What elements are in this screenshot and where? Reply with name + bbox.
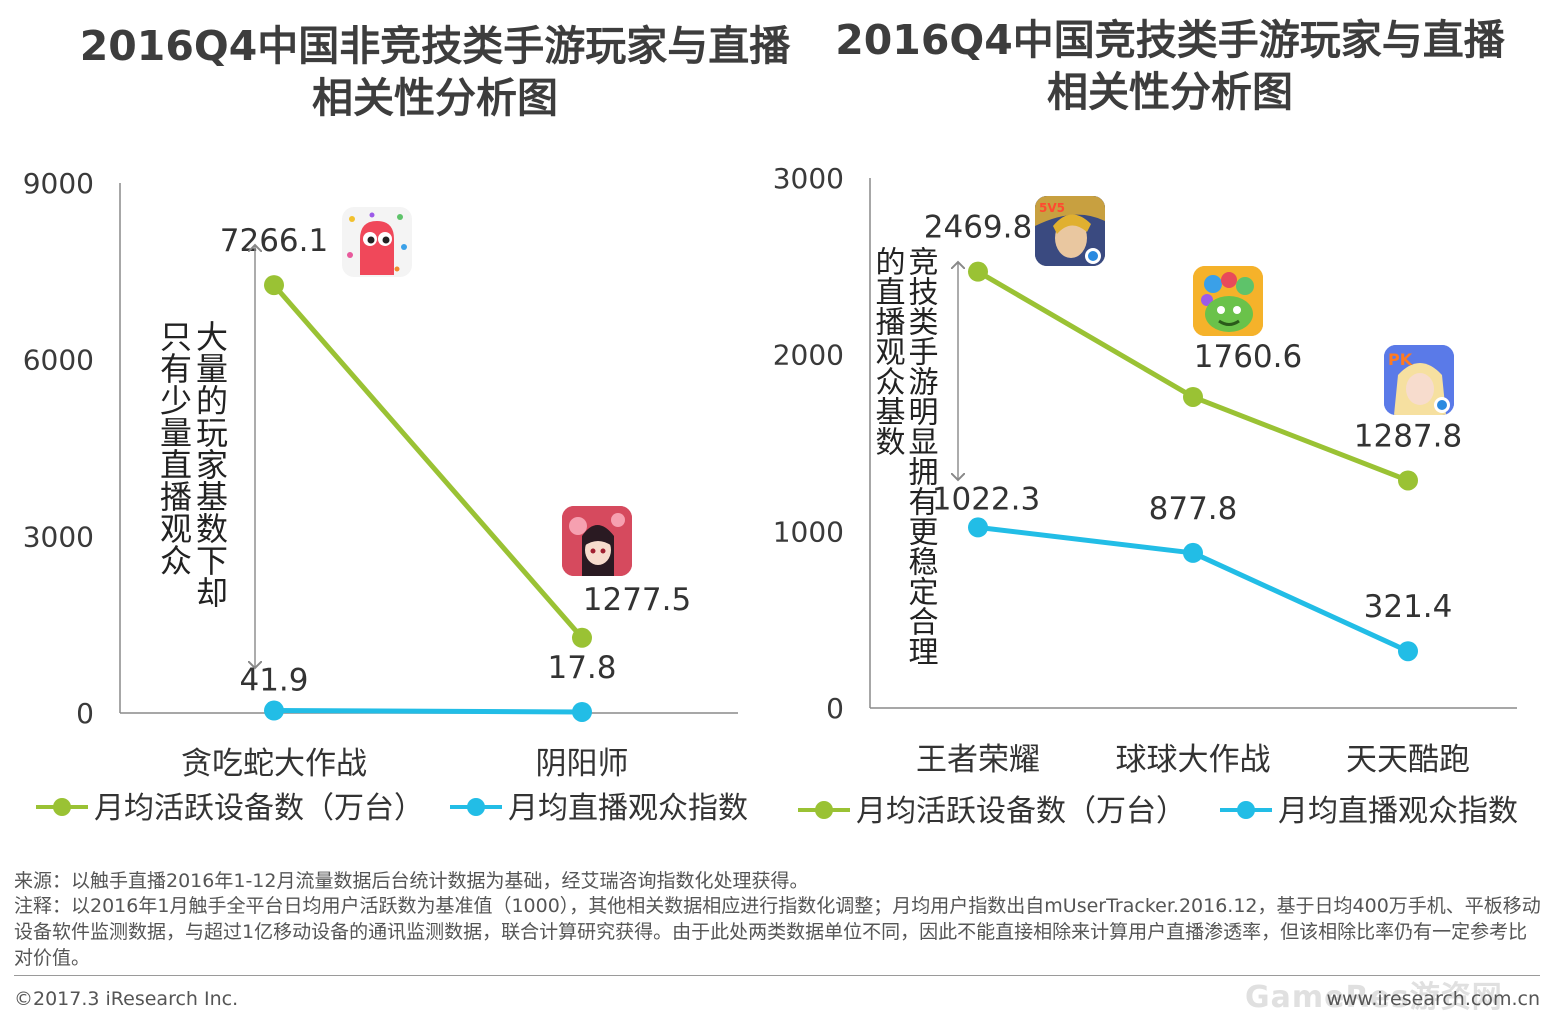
x-category-label: 阴阳师 [536, 746, 629, 782]
data-point [1398, 641, 1418, 662]
data-point [264, 275, 284, 296]
left-title-line1: 2016Q4中国非竞技类手游玩家与直播 [79, 22, 791, 70]
x-category-label: 王者荣耀 [916, 742, 1040, 778]
parkour-game-icon: PK [1384, 345, 1454, 415]
data-label: 877.8 [1149, 491, 1238, 527]
y-tick-label: 1000 [773, 515, 844, 548]
data-point [572, 627, 592, 648]
right-chart: 0 1000 2000 3000 王者荣耀 球球大作战 天天酷跑 2469.8 1760.6 12… [773, 162, 1517, 778]
series-line [272, 283, 584, 640]
legend-viewers-marker [467, 798, 485, 816]
data-point [1398, 470, 1418, 491]
data-label: 1022.3 [932, 481, 1040, 517]
watermark: GameRes游资网 [1245, 980, 1503, 1015]
legend-devices-label: 月均活跃设备数（万台） [856, 794, 1186, 829]
data-label: 41.9 [239, 663, 308, 699]
y-tick-label: 3000 [23, 520, 94, 553]
svg-text:PK: PK [1388, 350, 1413, 369]
legend-viewers-label: 月均直播观众指数 [508, 791, 748, 826]
data-point [968, 517, 988, 538]
right-annotation-col-b: 的直播观众基数 [870, 246, 906, 456]
legend-devices-label: 月均活跃设备数（万台） [94, 791, 424, 826]
data-label: 7266.1 [220, 223, 328, 259]
y-tick-label: 0 [76, 697, 94, 730]
snake-game-icon [342, 207, 412, 277]
left-annotation-col-a: 大量的玩家基数下却 [191, 320, 229, 608]
left-title-line2: 相关性分析图 [312, 74, 558, 122]
y-tick-label: 3000 [773, 162, 844, 195]
ball-battle-icon [1193, 266, 1263, 336]
left-chart: 0 3000 6000 9000 贪吃蛇大作战 阴阳师 7266.1 1277.5 41.9 17… [23, 167, 738, 782]
legend-devices-marker [53, 798, 71, 816]
left-chart-title: 2016Q4中国非竞技类手游玩家与直播 相关性分析图 [40, 20, 830, 124]
x-category-label: 球球大作战 [1116, 742, 1271, 778]
data-label: 1287.8 [1354, 418, 1462, 454]
data-point [572, 701, 592, 722]
data-point [1183, 386, 1203, 407]
y-tick-label: 2000 [773, 339, 844, 372]
website: www.iresearch.com.cn [1326, 988, 1540, 1010]
y-tick-label: 6000 [23, 344, 94, 377]
honor-of-kings-icon: 5V5 [1035, 196, 1105, 266]
right-legend: 月均活跃设备数（万台） 月均直播观众指数 [798, 794, 1518, 829]
data-label: 321.4 [1364, 589, 1453, 625]
data-label: 1760.6 [1194, 339, 1302, 375]
series-line [273, 708, 583, 715]
left-legend: 月均活跃设备数（万台） 月均直播观众指数 [36, 791, 748, 826]
y-tick-label: 0 [826, 692, 844, 725]
footer-divider [14, 975, 1540, 976]
footnote: 注释：以2016年1月触手全平台日均用户活跃数为基准值（1000），其他相关数据… [14, 895, 1541, 969]
right-annotation-col-a: 竞技类手游明显拥有更稳定合理 [903, 246, 939, 666]
data-label: 1277.5 [583, 582, 691, 618]
x-category-label: 天天酷跑 [1346, 742, 1470, 778]
right-title-line2: 相关性分析图 [1047, 68, 1293, 116]
legend-viewers-label: 月均直播观众指数 [1278, 794, 1518, 829]
right-title-line1: 2016Q4中国竞技类手游玩家与直播 [835, 16, 1505, 64]
copyright: ©2017.3 iResearch Inc. [14, 988, 239, 1010]
data-point [1183, 542, 1203, 563]
legend-viewers-marker [1237, 801, 1255, 819]
source-note: 来源：以触手直播2016年1-12月流量数据后台统计数据为基础，经艾瑞咨询指数化… [14, 870, 809, 892]
svg-text:5V5: 5V5 [1039, 201, 1065, 215]
right-chart-title: 2016Q4中国竞技类手游玩家与直播 相关性分析图 [790, 14, 1550, 118]
data-point [968, 261, 988, 282]
legend-devices-marker [815, 801, 833, 819]
x-category-label: 贪吃蛇大作战 [181, 746, 367, 782]
data-label: 2469.8 [924, 210, 1032, 246]
y-tick-label: 9000 [23, 167, 94, 200]
data-label: 17.8 [547, 650, 616, 686]
data-point [264, 700, 284, 721]
onmyoji-icon [562, 506, 632, 576]
left-annotation-col-b: 只有少量直播观众 [155, 320, 193, 576]
